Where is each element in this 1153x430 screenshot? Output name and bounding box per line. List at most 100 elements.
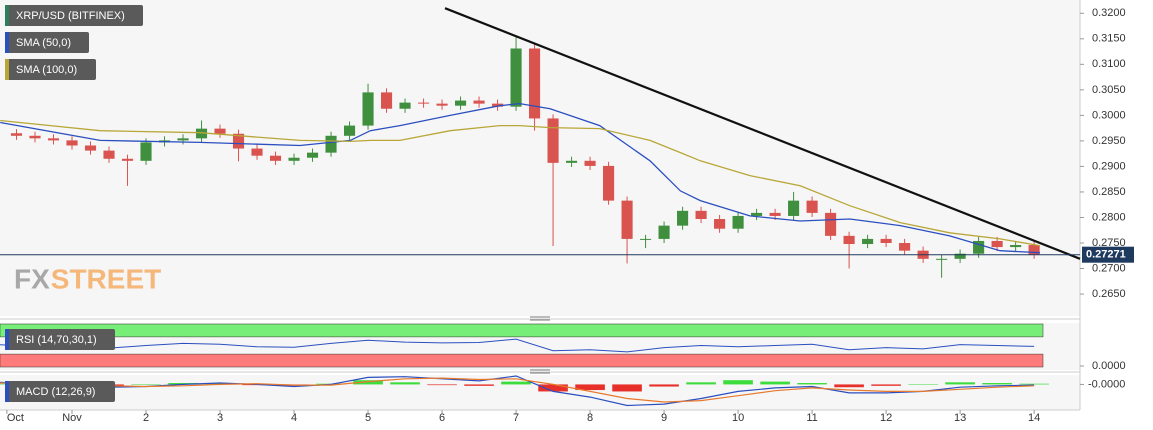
candle-body [603,165,615,201]
macd-line [0,377,1035,403]
legend-swatch [5,381,9,402]
y-tick-label: 0.2950 [1092,135,1126,147]
y-tick-label: 0.3050 [1092,84,1126,96]
x-tick-label: 12 [880,412,892,424]
candle-body [843,235,855,245]
candle-body [362,92,374,126]
candle-body [492,103,504,107]
y-tick-label: 0.3000 [1092,109,1126,121]
macd-histogram-bar [427,384,457,386]
macd-histogram-bar [871,384,901,386]
x-tick-label: 11 [806,412,817,424]
candle-body [121,158,134,161]
x-tick-label: 5 [365,412,371,424]
candle-body [510,48,522,107]
y-tick-label: 0.2750 [1092,237,1126,249]
macd-histogram-bar [760,381,790,385]
legend-label: SMA (100,0) [16,64,77,76]
macd-histogram-bar [205,383,235,385]
legend-box [5,381,115,402]
macd-histogram-bar [834,384,864,388]
oversold-band [0,353,1044,368]
candle-body [862,238,874,245]
candle-body [177,138,189,141]
candle-body [455,100,467,106]
candle-body [1028,245,1040,255]
y-tick-label: 0.2800 [1092,211,1126,223]
x-tick-label: 8 [587,412,593,424]
candle-body [140,142,152,161]
y-tick-label: 0.2700 [1092,262,1126,274]
candle-body [288,157,300,161]
legend-swatch [5,5,9,26]
macd-histogram-bar [538,384,568,392]
macd-histogram-bar [168,383,198,385]
candle-body [658,225,670,239]
candle-body [103,150,115,159]
candle-body [232,133,245,149]
macd-histogram-bar [686,382,716,385]
candle-body [621,200,633,239]
candle-body [269,155,282,161]
macd-histogram-bar [390,382,420,385]
x-tick-label: Nov [62,412,82,424]
y-tick-label: 0.3200 [1092,7,1126,19]
candle-body [195,128,208,139]
legend-swatch [5,59,9,80]
legend-label: XRP/USD (BITFINEX) [16,10,125,22]
x-tick-label: 6 [439,412,445,424]
macd-histogram-bar [131,384,161,385]
candle-body [10,133,23,136]
x-tick-label: 10 [732,412,744,424]
y-tick-label: 0.2900 [1092,160,1126,172]
candle-body [66,140,78,146]
candle-body [529,48,541,119]
macd-line [0,375,1035,407]
x-tick-label: 14 [1028,412,1040,424]
legend-swatch [5,329,9,350]
candle-body [732,215,744,229]
candle-body [84,145,97,151]
sma-line [0,102,1041,254]
candle-body [788,200,800,216]
candle-body [973,240,985,254]
candle-body [769,212,781,216]
candle-body [584,160,596,166]
legend-box [5,329,115,350]
candle-body [566,160,578,163]
candle-body [547,118,559,163]
candle-body [640,238,652,240]
y-tick-label: -0.0000 [1088,378,1125,390]
macd-histogram-bar [464,384,494,386]
overbought-band [0,323,1044,338]
candle-body [343,125,356,136]
legend-label: SMA (50,0) [16,37,71,49]
legend-box [5,32,89,53]
x-tick-label: 4 [291,412,297,424]
candle-body [695,210,707,220]
y-tick-label: 0.0000 [1092,360,1126,372]
candle-body [954,253,966,259]
macd-histogram-bar [797,383,827,385]
x-tick-label: 3 [217,412,223,424]
macd-pane [0,375,1080,410]
candle-body [880,238,892,243]
rsi-line [0,338,1035,353]
legend-box [5,5,143,26]
x-tick-label: 9 [661,412,667,424]
candle-body [325,135,337,153]
candle-body [473,100,485,104]
candle-body [417,102,430,104]
y-tick-label: 0.2850 [1092,186,1126,198]
x-tick-label: 2 [143,412,149,424]
x-tick-label: Oct [7,412,24,424]
candle-body [380,92,393,109]
macd-histogram-bar [945,382,975,385]
last-price-label: 0.27271 [1086,249,1126,261]
pane-handle [530,316,550,374]
macd-histogram-bar [501,381,531,385]
x-tick-label: 13 [954,412,966,424]
macd-histogram-bar [353,380,383,385]
candle-body [29,135,41,139]
